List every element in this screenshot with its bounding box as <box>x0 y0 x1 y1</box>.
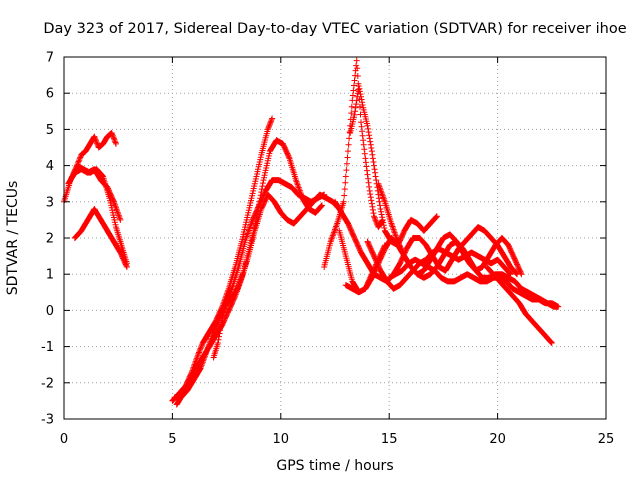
y-tick-label: 5 <box>46 123 54 138</box>
x-axis-label: GPS time / hours <box>276 458 393 474</box>
chart-title: Day 323 of 2017, Sidereal Day-to-day VTE… <box>43 21 626 37</box>
axis-ticks: 0 5 10 15 20 25 -3 -2 -1 0 1 2 3 4 5 6 7 <box>41 51 614 448</box>
x-tick-label: 5 <box>168 432 176 447</box>
y-tick-label: -1 <box>41 340 54 355</box>
x-tick-label: 25 <box>598 432 615 447</box>
x-tick-label: 0 <box>60 432 68 447</box>
y-tick-label: 2 <box>46 232 54 247</box>
y-tick-label: 0 <box>46 304 54 319</box>
y-tick-label: 1 <box>46 268 54 283</box>
y-tick-label: -3 <box>41 413 54 428</box>
y-tick-label: 3 <box>46 195 54 210</box>
y-tick-label: 4 <box>46 159 54 174</box>
x-tick-label: 15 <box>381 432 398 447</box>
y-axis-label: SDTVAR / TECUs <box>5 181 21 296</box>
x-tick-label: 10 <box>273 432 290 447</box>
y-tick-label: 6 <box>46 87 54 102</box>
y-tick-label: 7 <box>46 51 54 66</box>
y-tick-label: -2 <box>41 376 54 391</box>
x-tick-label: 20 <box>489 432 506 447</box>
